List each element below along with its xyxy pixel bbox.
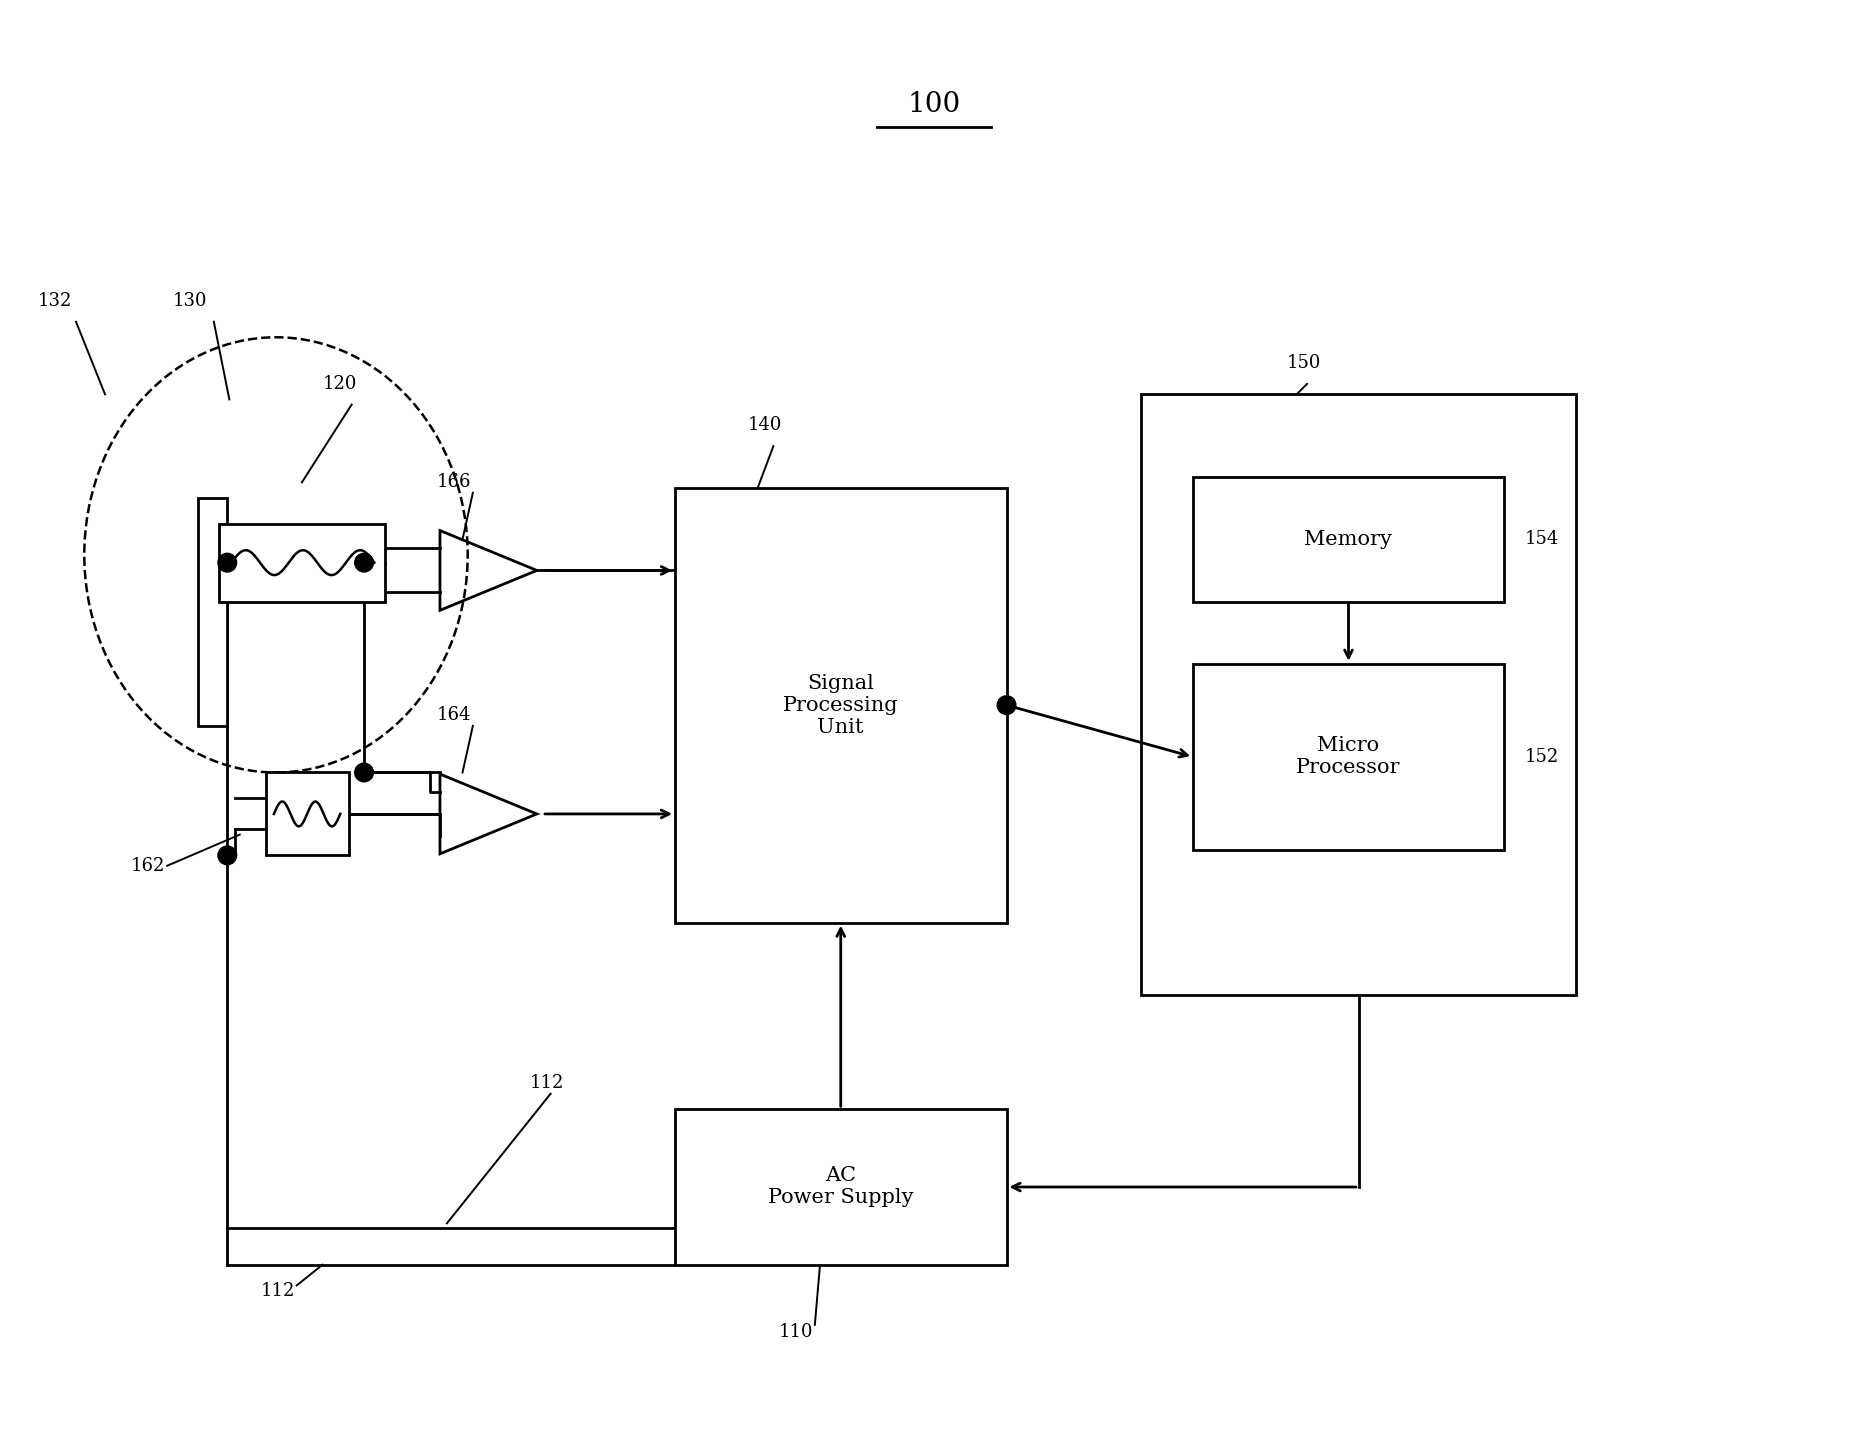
Bar <box>1194 477 1504 601</box>
Text: 112: 112 <box>531 1075 564 1092</box>
Text: 154: 154 <box>1524 531 1560 548</box>
Bar <box>198 498 228 726</box>
Text: 132: 132 <box>37 292 73 311</box>
Text: 110: 110 <box>779 1324 813 1341</box>
Text: 140: 140 <box>747 416 783 435</box>
Bar <box>1141 395 1577 996</box>
Text: Signal
Processing
Unit: Signal Processing Unit <box>783 674 899 737</box>
Circle shape <box>219 554 237 572</box>
Text: 130: 130 <box>172 292 207 311</box>
Circle shape <box>998 695 1016 714</box>
Text: Micro
Processor: Micro Processor <box>1296 737 1401 777</box>
Text: 100: 100 <box>908 90 960 117</box>
Circle shape <box>355 763 374 781</box>
Bar <box>1194 664 1504 850</box>
Circle shape <box>219 846 237 864</box>
Text: 120: 120 <box>323 375 357 394</box>
Bar <box>674 1109 1007 1265</box>
Text: 162: 162 <box>131 857 164 874</box>
Bar <box>219 524 385 601</box>
Text: AC
Power Supply: AC Power Supply <box>768 1166 913 1208</box>
Text: 164: 164 <box>437 707 471 724</box>
Circle shape <box>355 554 374 572</box>
Text: 166: 166 <box>437 474 471 491</box>
Text: Memory: Memory <box>1304 529 1392 550</box>
Bar <box>265 773 349 856</box>
Text: 152: 152 <box>1524 748 1560 766</box>
Bar <box>674 488 1007 923</box>
Text: 150: 150 <box>1287 355 1321 372</box>
Text: 112: 112 <box>260 1282 295 1299</box>
